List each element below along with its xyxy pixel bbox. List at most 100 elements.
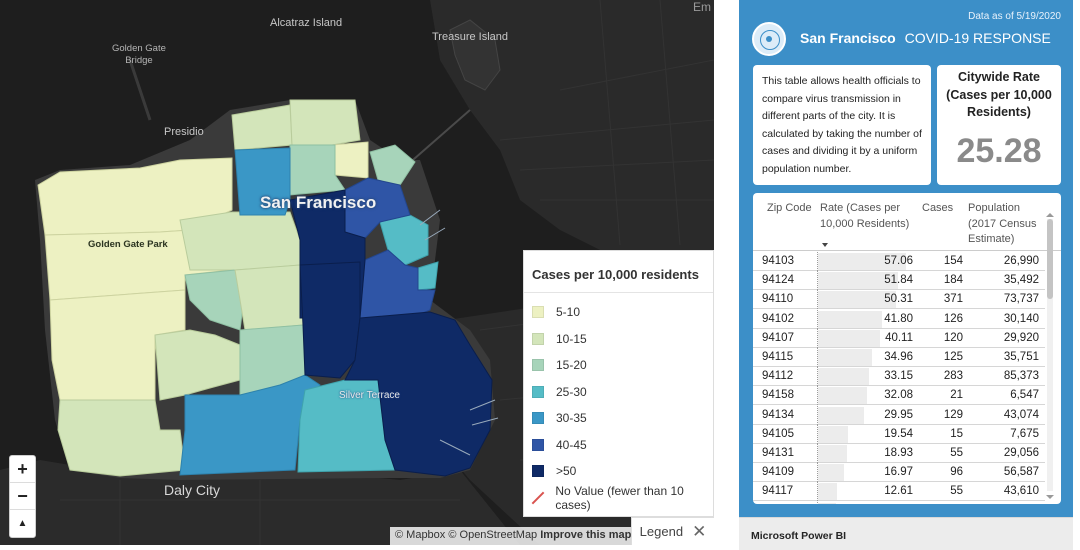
header-population[interactable]: Population (2017 Census Estimate) (968, 202, 1037, 245)
legend-item: 40-45 (524, 432, 713, 459)
rate-bar-axis (817, 309, 818, 329)
rate-bar-axis (817, 463, 818, 483)
table-row[interactable]: 94110 50.31 371 73,737 (753, 290, 1045, 310)
legend-label: 10-15 (556, 331, 587, 346)
improve-map-link[interactable]: Improve this map (540, 529, 632, 541)
osm-link[interactable]: © OpenStreetMap (448, 529, 538, 541)
header-zip-code[interactable]: Zip Code (767, 202, 812, 214)
close-icon[interactable]: ✕ (692, 521, 707, 541)
table-row[interactable]: 94109 16.97 96 56,587 (753, 463, 1045, 483)
cell-zip: 94110 (762, 293, 794, 306)
cell-rate: 33.15 (884, 370, 913, 383)
scroll-track[interactable] (1047, 219, 1053, 491)
table-row[interactable]: 94158 32.08 21 6,547 (753, 386, 1045, 406)
table-row[interactable]: 94115 34.96 125 35,751 (753, 348, 1045, 367)
legend-item: 10-15 (524, 326, 713, 353)
power-bi-footer: Microsoft Power BI (739, 517, 1073, 550)
legend-swatch (532, 385, 544, 398)
cell-cases: 96 (950, 466, 963, 479)
label-daly-city: Daly City (164, 482, 221, 498)
label-golden-gate-park: Golden Gate Park (88, 239, 168, 250)
table-header: Zip Code Rate (Cases per 10,000 Resident… (753, 193, 1061, 251)
table-row[interactable]: 94105 19.54 15 7,675 (753, 424, 1045, 444)
citywide-rate-value: 25.28 (956, 131, 1042, 170)
table-row[interactable]: 94102 41.80 126 30,140 (753, 309, 1045, 329)
rate-bar-axis (817, 482, 818, 502)
header-cases[interactable]: Cases (922, 202, 954, 214)
table-scrollbar[interactable] (1046, 213, 1054, 499)
rate-bar (818, 464, 845, 482)
cell-zip: 94124 (762, 274, 794, 287)
cell-zip: 94158 (762, 389, 794, 402)
rate-bar (818, 253, 906, 270)
mapbox-link[interactable]: © Mapbox (395, 529, 446, 541)
cell-zip: 94115 (762, 351, 794, 363)
zoom-in-button[interactable]: + (10, 456, 35, 483)
rate-bar-axis (817, 328, 818, 348)
zip-rate-table[interactable]: Zip Code Rate (Cases per 10,000 Resident… (753, 193, 1061, 504)
legend-toggle-button[interactable]: Legend ✕ (631, 517, 714, 545)
legend-label: 5-10 (556, 305, 581, 320)
table-row[interactable]: 94134 29.95 129 43,074 (753, 405, 1045, 425)
cell-rate: 50.31 (884, 293, 913, 306)
legend-item: 25-30 (524, 379, 713, 406)
table-row[interactable]: 94131 18.93 55 29,056 (753, 444, 1045, 463)
cell-rate: 40.11 (885, 331, 913, 344)
cell-population: 43,074 (1003, 408, 1039, 421)
citywide-rate-title: Citywide Rate (Cases per 10,000 Resident… (946, 70, 1052, 119)
cell-population: 85,373 (1003, 370, 1039, 383)
legend-item: 30-35 (524, 405, 713, 432)
choropleth-map[interactable]: Alcatraz Island Treasure Island Golden G… (0, 0, 714, 545)
scroll-down-icon[interactable] (1046, 495, 1054, 499)
compass-icon: ▲ (17, 518, 28, 529)
power-bi-link[interactable]: Microsoft Power BI (751, 530, 847, 542)
cell-population: 6,547 (1010, 389, 1039, 402)
table-row[interactable]: 94112 33.15 283 85,373 (753, 367, 1045, 387)
table-row[interactable]: 9412711.382421,093 (753, 501, 1045, 504)
cell-rate: 12.61 (884, 485, 913, 498)
legend-label: No Value (fewer than 10 cases) (555, 483, 684, 512)
compass-button[interactable]: ▲ (10, 510, 35, 537)
rate-bar-axis (817, 271, 818, 291)
cell-rate: 16.97 (884, 466, 913, 479)
cell-zip: 94131 (762, 447, 794, 459)
rate-bar (818, 483, 838, 501)
label-san-francisco: San Francisco (260, 193, 377, 212)
cell-zip: 94117 (762, 485, 794, 498)
rate-bar-axis (817, 386, 818, 406)
legend-label: 30-35 (556, 411, 587, 426)
power-bi-report: Data as of 5/19/2020 San Francisco COVID… (739, 0, 1073, 550)
cell-rate: 34.96 (884, 351, 913, 363)
data-as-of: Data as of 5/19/2020 (968, 11, 1061, 22)
scroll-thumb[interactable] (1047, 219, 1053, 299)
legend-item: 5-10 (524, 299, 713, 326)
cell-population: 73,737 (1003, 293, 1039, 306)
table-row[interactable]: 94117 12.61 55 43,610 (753, 482, 1045, 502)
table-row[interactable]: 94107 40.11 120 29,920 (753, 328, 1045, 348)
header-rate[interactable]: Rate (Cases per 10,000 Residents) (820, 202, 910, 230)
rate-bar (818, 425, 849, 443)
sort-desc-icon[interactable] (822, 243, 828, 247)
cell-zip: 94112 (762, 370, 794, 383)
cell-zip: 94102 (762, 312, 794, 325)
legend-item: 15-20 (524, 352, 713, 379)
legend-item-no-value: No Value (fewer than 10 cases) (524, 483, 713, 512)
legend-item: >50 (524, 458, 713, 485)
cell-population: 7,675 (1010, 427, 1039, 440)
table-row[interactable]: 94103 57.06 154 26,990 (753, 252, 1045, 271)
rate-bar-axis (817, 424, 818, 444)
table-row[interactable]: 94124 51.84 184 35,492 (753, 271, 1045, 291)
cell-cases: 283 (943, 370, 963, 383)
description-text: This table allows health officials to co… (762, 75, 922, 175)
cell-zip: 94109 (762, 466, 794, 479)
city-seal-icon (752, 22, 786, 56)
cell-population: 30,140 (1003, 312, 1039, 325)
cell-rate: 32.08 (884, 389, 913, 402)
zoom-out-button[interactable]: − (10, 483, 35, 510)
legend-swatch (532, 412, 544, 425)
zoom-control: + − ▲ (9, 455, 36, 538)
cell-zip: 94103 (762, 255, 794, 267)
cell-cases: 129 (943, 408, 963, 421)
scroll-up-icon[interactable] (1046, 213, 1054, 217)
